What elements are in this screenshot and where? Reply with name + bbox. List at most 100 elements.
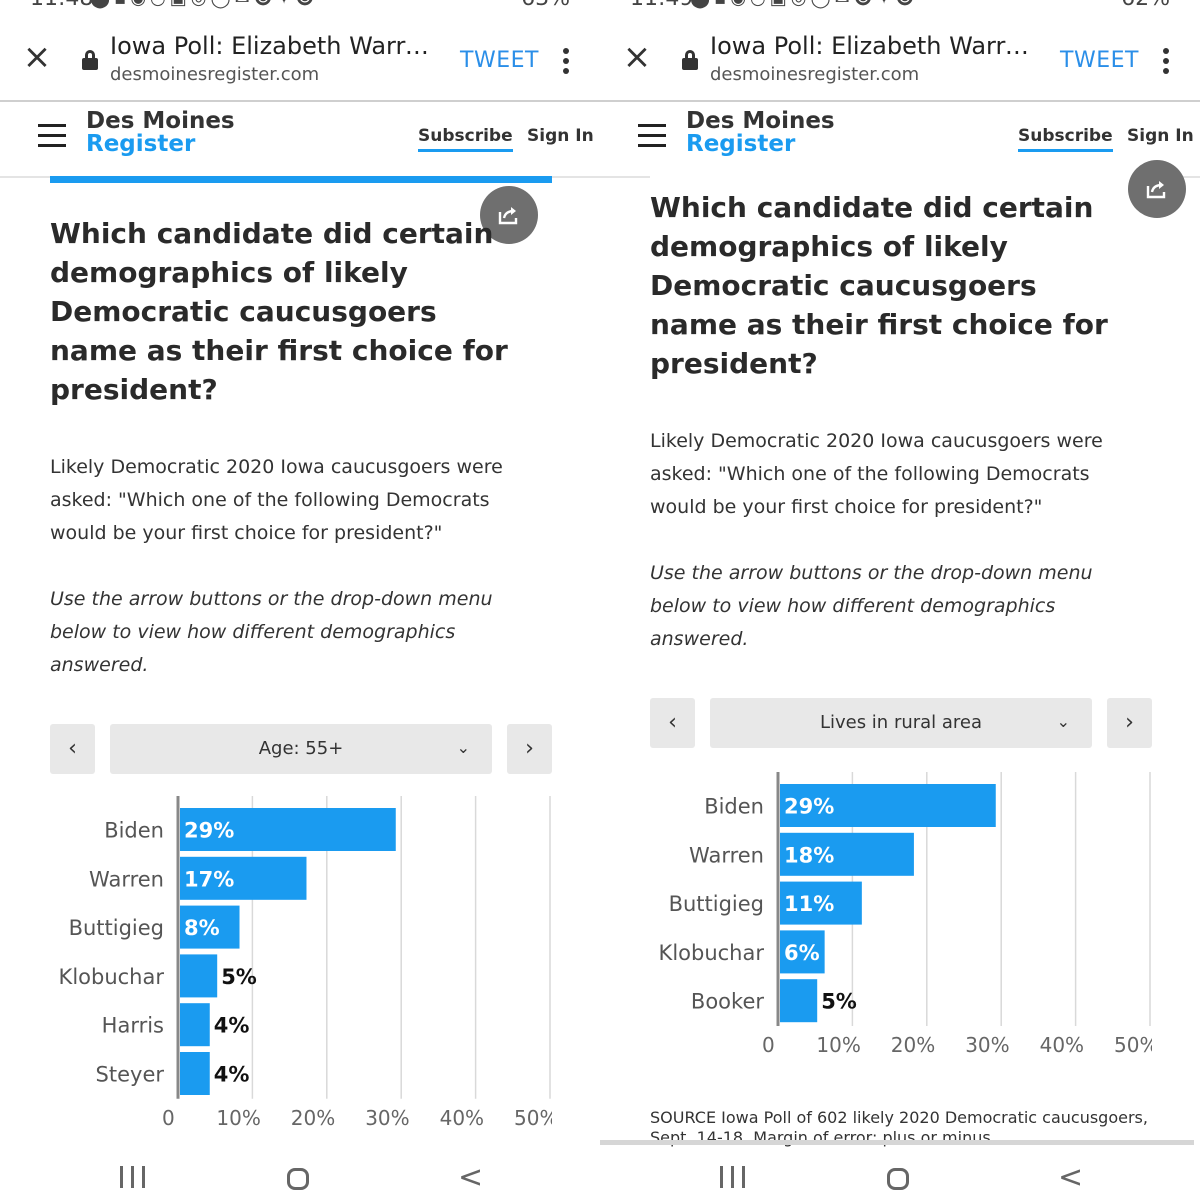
bar <box>180 954 218 998</box>
home-icon[interactable] <box>887 1168 909 1190</box>
value-label: 6% <box>784 941 820 965</box>
right-screenshot: 11:49 ⬤▪◉◷▣◎◯✉☻✦☻··· 62% × Iowa Poll: El… <box>600 0 1200 1200</box>
share-button[interactable] <box>480 186 538 244</box>
site-header: Des Moines Register Subscribe Sign In <box>0 102 600 178</box>
battery-level: 63% <box>521 0 570 11</box>
category-label: Steyer <box>96 1063 165 1087</box>
category-label: Klobuchar <box>659 941 765 965</box>
battery-level: 62% <box>1121 0 1170 11</box>
browser-toolbar: × Iowa Poll: Elizabeth Warren... desmoin… <box>600 14 1200 102</box>
category-label: Warren <box>689 843 764 867</box>
logo-line-1: Des Moines <box>686 108 835 134</box>
browser-domain: desmoinesregister.com <box>110 64 320 85</box>
tweet-button[interactable]: TWEET <box>460 48 539 73</box>
poll-bar-chart: Biden 29% Warren 17% Buttigieg 8% Klobuchar 5% H… <box>50 796 552 1141</box>
site-logo[interactable]: Des Moines Register <box>86 110 235 156</box>
demographic-dropdown[interactable]: Age: 55+ ⌄ <box>110 724 492 774</box>
value-label: 5% <box>221 965 257 989</box>
status-bar: 11:48 ⬤▪◉◷▣◎◯✉☻✦☻··· 63% <box>0 0 600 14</box>
bar-chart-svg: Biden 29% Warren 18% Buttigieg 11% Klobuchar 6%… <box>659 772 1152 1057</box>
category-label: Booker <box>691 990 764 1014</box>
site-header: Des Moines Register Subscribe Sign In <box>600 102 1200 178</box>
category-label: Biden <box>104 819 164 843</box>
category-label: Klobuchar <box>59 965 165 989</box>
notification-icons: ⬤▪◉◷▣◎◯✉☻✦☻··· <box>90 0 347 9</box>
next-demographic-button[interactable]: › <box>507 724 552 774</box>
value-label: 29% <box>184 819 234 843</box>
menu-icon[interactable] <box>38 124 66 147</box>
bar-chart-svg: Biden 29% Warren 17% Buttigieg 8% Klobuchar 5% H… <box>59 796 552 1130</box>
chart-instruction: Use the arrow buttons or the drop-down m… <box>50 588 493 676</box>
more-options-icon[interactable] <box>562 48 570 74</box>
value-label: 18% <box>784 843 834 867</box>
share-icon <box>1146 181 1166 199</box>
chevron-down-icon: ⌄ <box>456 738 470 757</box>
bar <box>180 856 307 900</box>
bar <box>780 832 914 876</box>
bar <box>780 979 818 1023</box>
lock-icon <box>682 50 698 70</box>
status-bar: 11:49 ⬤▪◉◷▣◎◯✉☻✦☻··· 62% <box>600 0 1200 14</box>
sign-in-link[interactable]: Sign In <box>527 126 594 146</box>
tick-label: 40% <box>1040 1033 1084 1057</box>
value-label: 5% <box>821 990 857 1014</box>
chart-intro: Likely Democratic 2020 Iowa caucusgoers … <box>650 430 1103 518</box>
tweet-button[interactable]: TWEET <box>1060 48 1139 73</box>
close-icon[interactable]: × <box>22 37 52 77</box>
poll-card: Which candidate did certain demographics… <box>650 160 1186 1106</box>
subscribe-link[interactable]: Subscribe <box>418 126 513 152</box>
poll-card: Which candidate did certain demographics… <box>50 176 552 1146</box>
tick-label: 30% <box>965 1033 1009 1057</box>
notification-icons: ⬤▪◉◷▣◎◯✉☻✦☻··· <box>690 0 947 9</box>
site-logo[interactable]: Des Moines Register <box>686 110 835 156</box>
more-options-icon[interactable] <box>1162 48 1170 74</box>
chevron-down-icon: ⌄ <box>1056 712 1070 731</box>
horizontal-scrollbar[interactable] <box>600 1140 1194 1145</box>
tick-label: 0 <box>162 1106 175 1130</box>
previous-demographic-button[interactable]: ‹ <box>50 724 95 774</box>
status-time: 11:49 <box>630 0 693 11</box>
chart-instruction: Use the arrow buttons or the drop-down m… <box>650 562 1093 650</box>
next-demographic-button[interactable]: › <box>1107 698 1152 748</box>
recents-icon[interactable] <box>120 1166 146 1188</box>
tick-label: 40% <box>440 1106 484 1130</box>
tick-label: 20% <box>291 1106 335 1130</box>
share-button[interactable] <box>1128 160 1186 218</box>
android-nav-bar: < <box>0 1148 600 1200</box>
demographic-selected: Age: 55+ <box>258 738 344 759</box>
tick-label: 10% <box>216 1106 260 1130</box>
bar <box>180 808 396 851</box>
lock-icon <box>82 50 98 70</box>
tick-label: 10% <box>816 1033 860 1057</box>
subscribe-link[interactable]: Subscribe <box>1018 126 1113 152</box>
value-label: 17% <box>184 867 234 891</box>
value-label: 11% <box>784 892 834 916</box>
close-icon[interactable]: × <box>622 37 652 77</box>
value-label: 29% <box>784 795 834 819</box>
category-label: Buttigieg <box>669 892 764 916</box>
bar <box>780 881 862 925</box>
home-icon[interactable] <box>287 1168 309 1190</box>
value-label: 4% <box>214 1014 250 1038</box>
category-label: Warren <box>89 867 164 891</box>
category-label: Buttigieg <box>69 916 164 940</box>
chart-headline: Which candidate did certain demographics… <box>650 191 1108 380</box>
value-label: 4% <box>214 1063 250 1087</box>
chart-headline: Which candidate did certain demographics… <box>50 217 508 406</box>
android-nav-bar: < <box>600 1148 1200 1200</box>
back-icon[interactable]: < <box>1058 1160 1084 1195</box>
category-label: Biden <box>704 795 764 819</box>
previous-demographic-button[interactable]: ‹ <box>650 698 695 748</box>
value-label: 8% <box>184 916 220 940</box>
recents-icon[interactable] <box>720 1166 746 1188</box>
demographic-dropdown[interactable]: Lives in rural area ⌄ <box>710 698 1092 748</box>
tick-label: 0 <box>762 1033 775 1057</box>
logo-line-1: Des Moines <box>86 108 235 134</box>
tick-label: 20% <box>891 1033 935 1057</box>
menu-icon[interactable] <box>638 124 666 147</box>
back-icon[interactable]: < <box>458 1160 484 1195</box>
card-accent-bar <box>50 176 552 183</box>
bar <box>780 784 996 827</box>
poll-bar-chart: Biden 29% Warren 18% Buttigieg 11% Klobuchar 6%… <box>650 772 1152 1072</box>
sign-in-link[interactable]: Sign In <box>1127 126 1194 146</box>
